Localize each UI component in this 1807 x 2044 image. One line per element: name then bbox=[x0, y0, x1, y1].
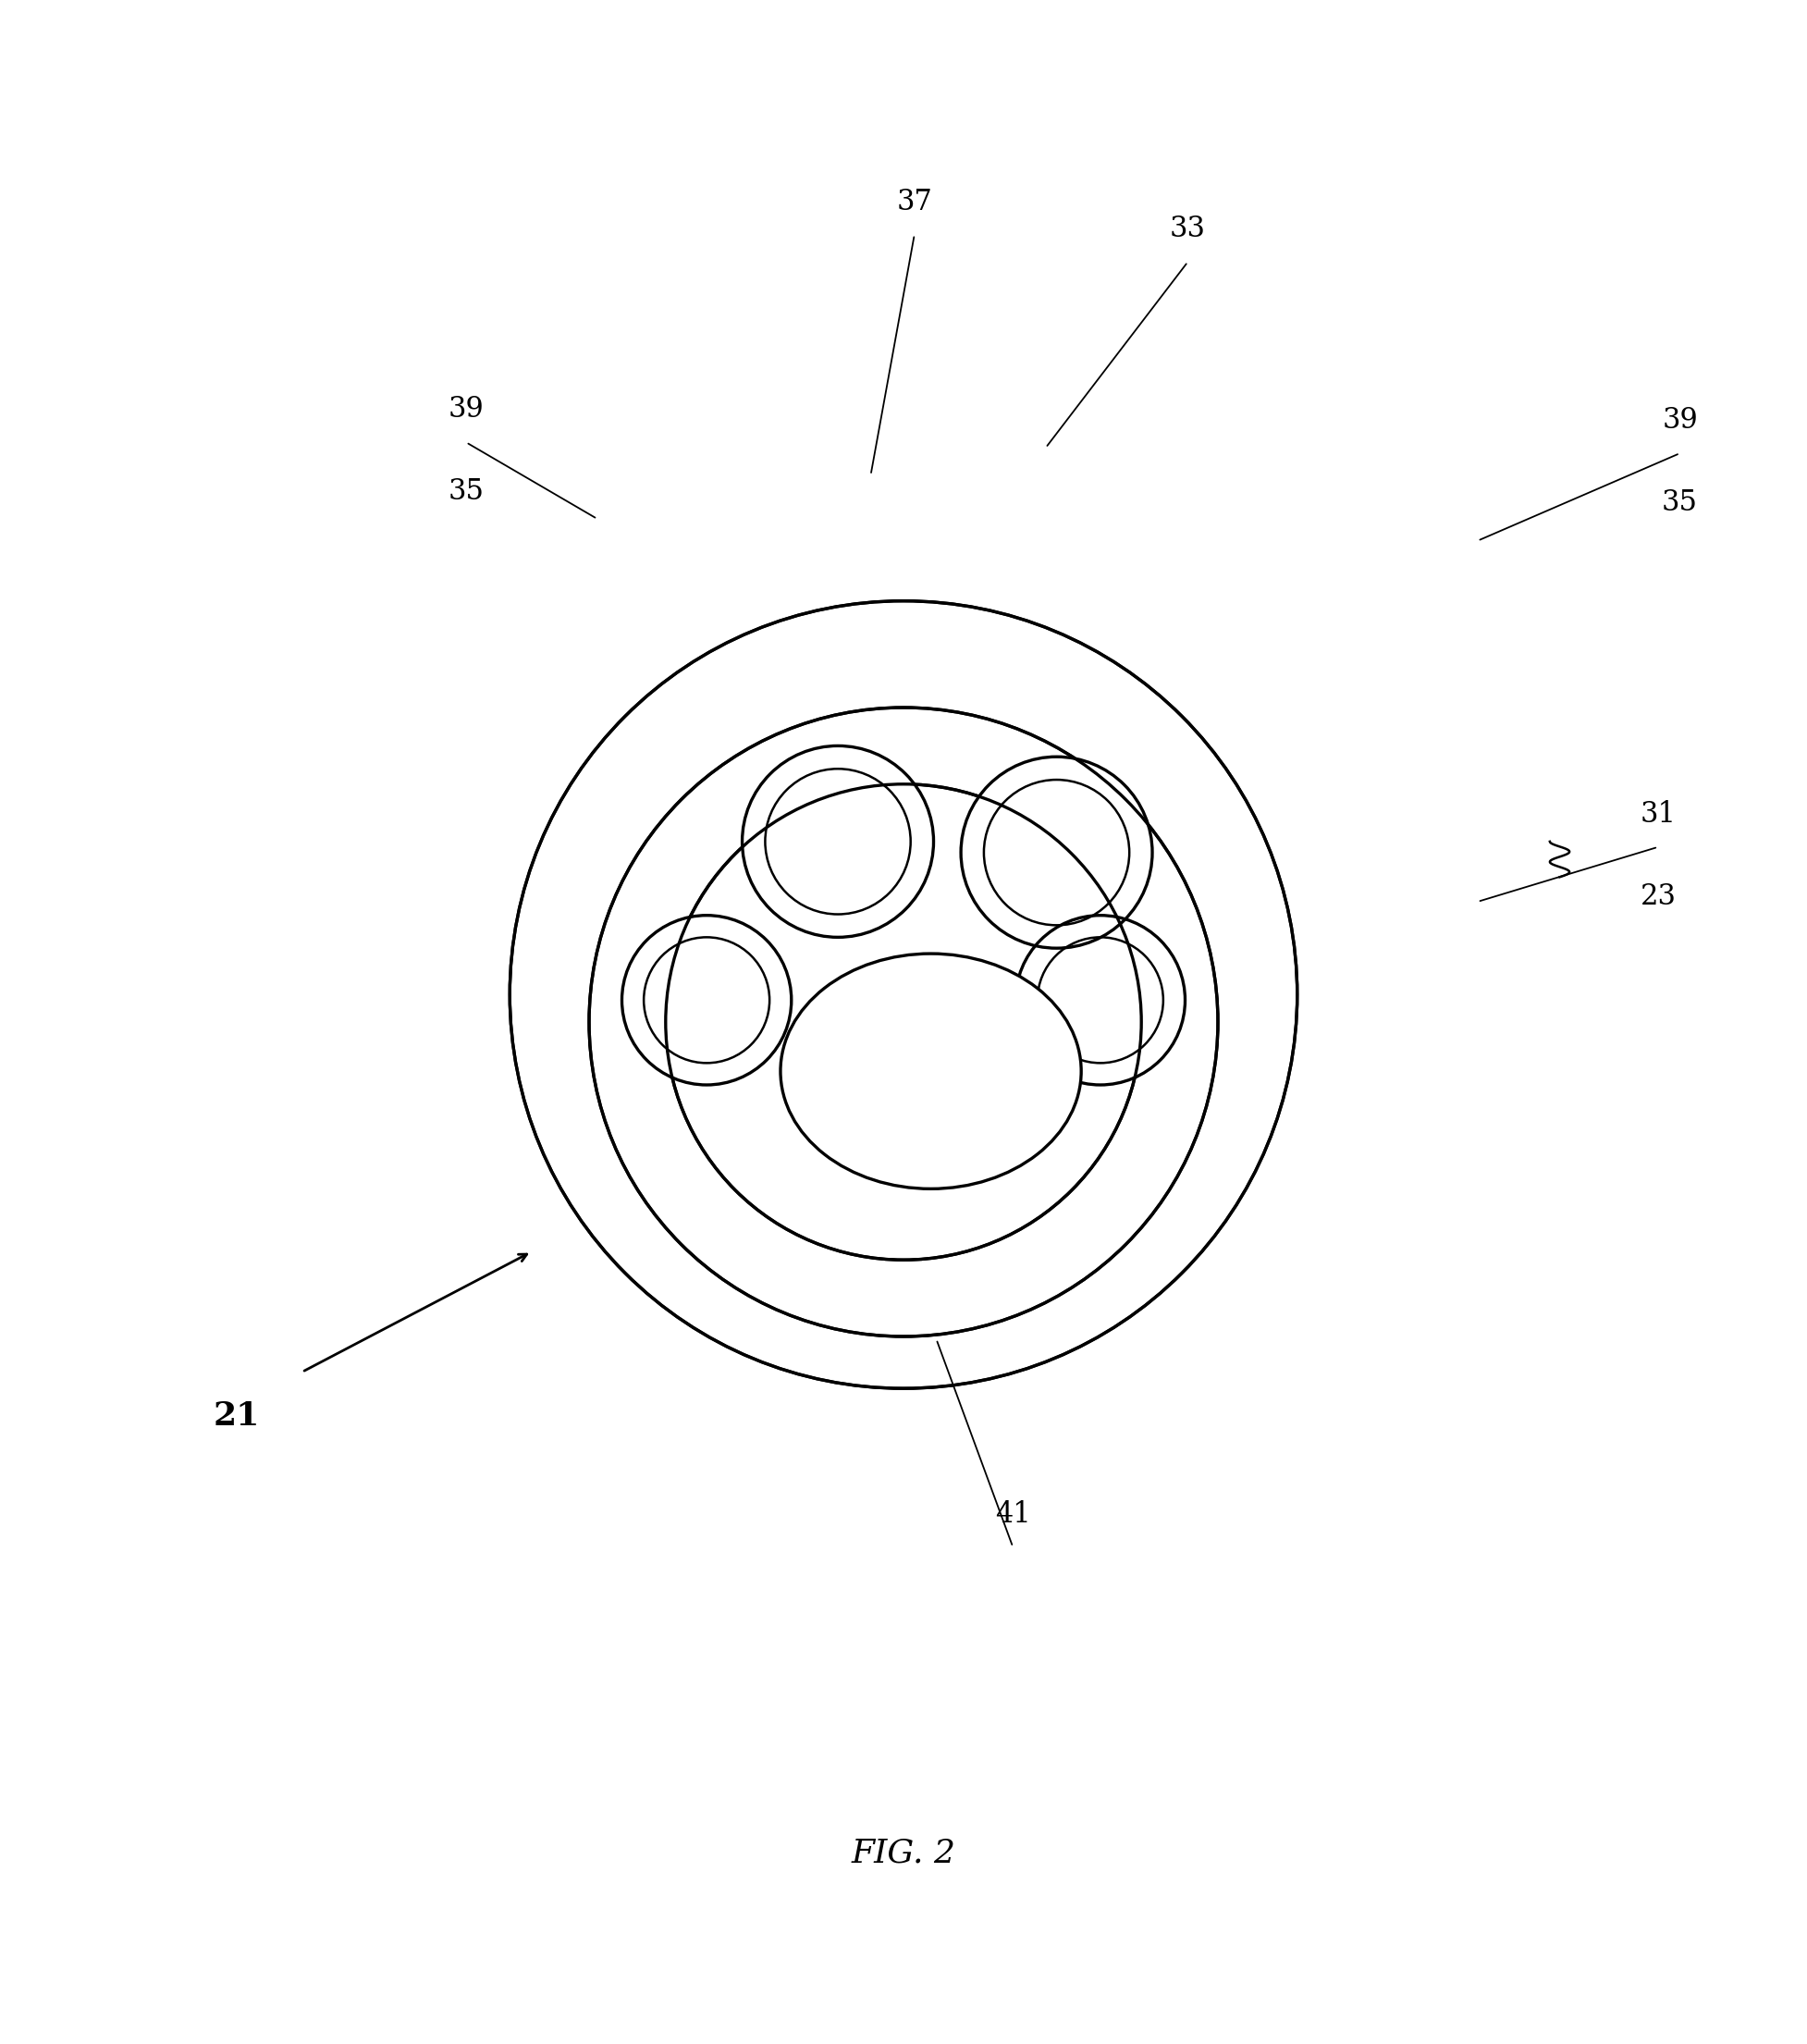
Text: 39: 39 bbox=[448, 394, 484, 423]
Circle shape bbox=[764, 769, 911, 914]
Circle shape bbox=[961, 756, 1153, 948]
Text: 39: 39 bbox=[1662, 407, 1699, 435]
Circle shape bbox=[983, 779, 1129, 926]
Text: FIG. 2: FIG. 2 bbox=[851, 1838, 956, 1868]
Circle shape bbox=[1016, 916, 1185, 1085]
Circle shape bbox=[643, 938, 770, 1063]
Ellipse shape bbox=[781, 955, 1081, 1190]
Text: 21: 21 bbox=[213, 1400, 260, 1431]
Text: 35: 35 bbox=[448, 476, 484, 505]
Circle shape bbox=[589, 707, 1218, 1337]
Text: 23: 23 bbox=[1641, 881, 1677, 910]
Circle shape bbox=[622, 916, 791, 1085]
Text: 35: 35 bbox=[1662, 489, 1699, 517]
Circle shape bbox=[743, 746, 934, 938]
Text: 33: 33 bbox=[1169, 215, 1205, 243]
Circle shape bbox=[665, 785, 1142, 1259]
Text: 31: 31 bbox=[1641, 799, 1677, 828]
Circle shape bbox=[1037, 938, 1164, 1063]
Text: 37: 37 bbox=[896, 188, 932, 217]
Circle shape bbox=[510, 601, 1297, 1388]
Text: 41: 41 bbox=[996, 1500, 1030, 1529]
